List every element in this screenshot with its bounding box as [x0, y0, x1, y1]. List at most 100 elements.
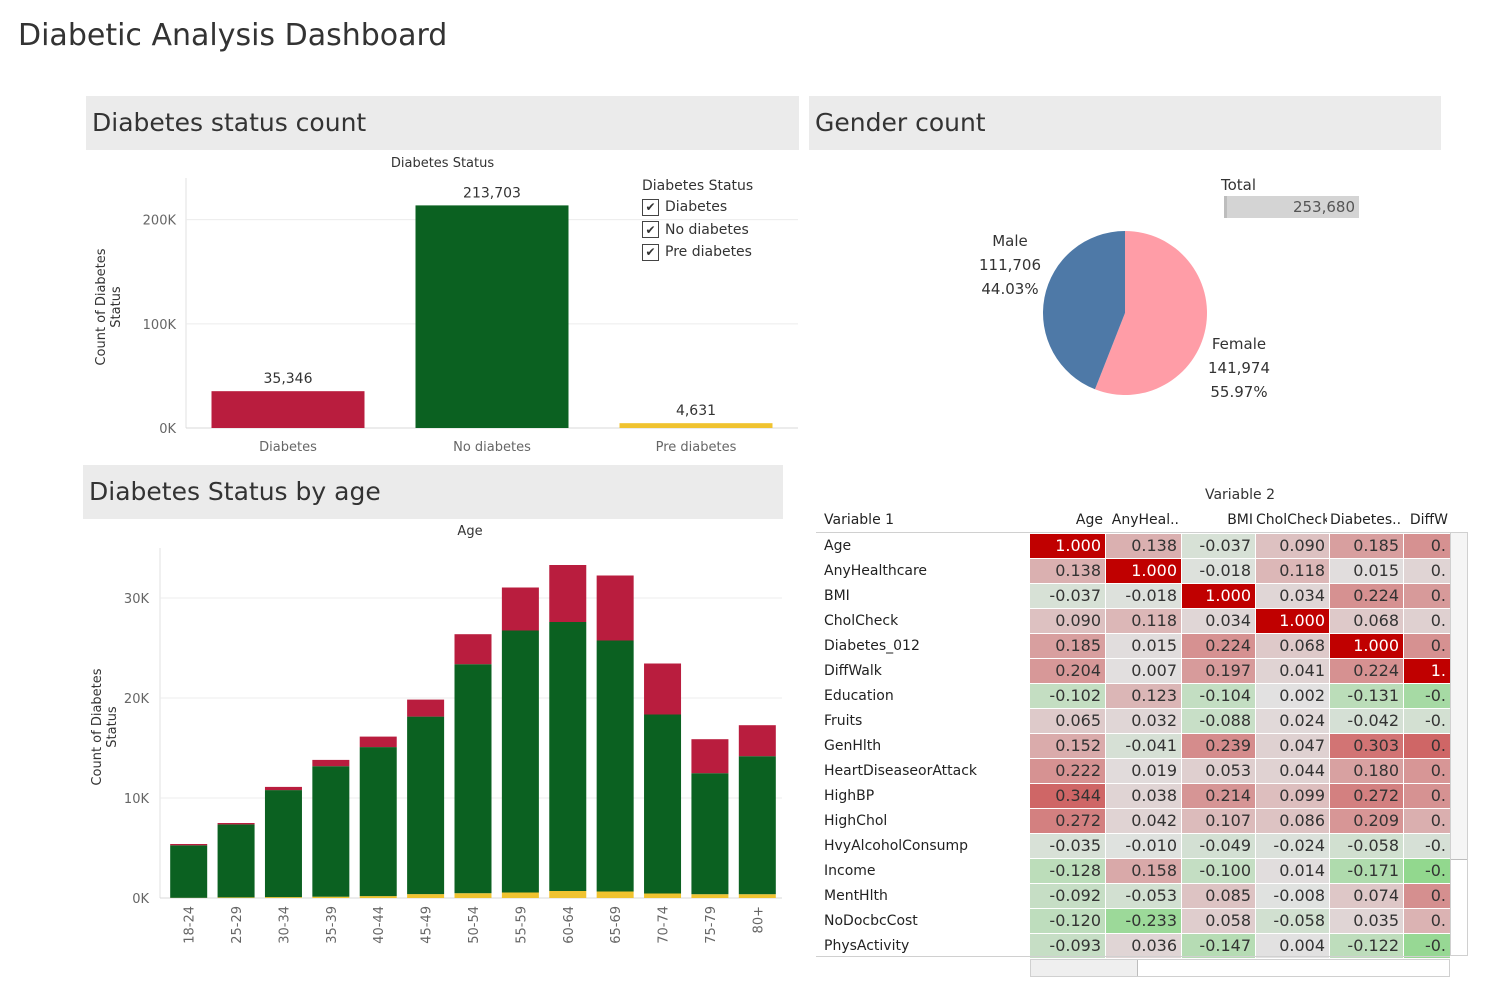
corr-cell[interactable]: -0.: [1404, 934, 1450, 958]
corr-cell[interactable]: -0.: [1404, 684, 1450, 708]
corr-cell[interactable]: -0.147: [1182, 934, 1255, 958]
corr-cell[interactable]: -0.102: [1030, 684, 1105, 708]
corr-cell[interactable]: 0.209: [1330, 809, 1403, 833]
corr-cell[interactable]: -0.120: [1030, 909, 1105, 933]
corr-cell[interactable]: 0.074: [1330, 884, 1403, 908]
legend-item-pre-diabetes[interactable]: ✔ Pre diabetes: [642, 241, 753, 264]
corr-cell[interactable]: -0.035: [1030, 834, 1105, 858]
corr-cell[interactable]: -0.171: [1330, 859, 1403, 883]
corr-cell[interactable]: -0.008: [1256, 884, 1329, 908]
corr-cell[interactable]: 0.: [1404, 734, 1450, 758]
legend-item-diabetes[interactable]: ✔ Diabetes: [642, 196, 753, 219]
corr-cell[interactable]: 0.002: [1256, 684, 1329, 708]
corr-cell[interactable]: 0.138: [1030, 559, 1105, 583]
corr-cell[interactable]: 0.: [1404, 884, 1450, 908]
checkbox-checked-icon[interactable]: ✔: [642, 221, 659, 239]
corr-col-header[interactable]: BMI: [1227, 512, 1253, 528]
corr-col-header[interactable]: Age: [1075, 512, 1103, 528]
corr-col-header[interactable]: DiffW: [1409, 512, 1448, 528]
corr-cell[interactable]: 0.: [1404, 634, 1450, 658]
corr-cell[interactable]: 0.090: [1030, 609, 1105, 633]
corr-cell[interactable]: -0.131: [1330, 684, 1403, 708]
corr-cell[interactable]: 0.035: [1330, 909, 1403, 933]
horizontal-scrollbar[interactable]: [1030, 959, 1450, 977]
corr-cell[interactable]: 1.000: [1330, 634, 1403, 658]
corr-cell[interactable]: 0.224: [1330, 584, 1403, 608]
corr-cell[interactable]: 0.239: [1182, 734, 1255, 758]
corr-cell[interactable]: 0.019: [1106, 759, 1181, 783]
corr-cell[interactable]: -0.128: [1030, 859, 1105, 883]
corr-cell[interactable]: 0.014: [1256, 859, 1329, 883]
corr-cell[interactable]: 1.000: [1030, 534, 1105, 558]
corr-cell[interactable]: -0.088: [1182, 709, 1255, 733]
corr-cell[interactable]: 0.085: [1182, 884, 1255, 908]
corr-cell[interactable]: 0.032: [1106, 709, 1181, 733]
corr-cell[interactable]: 0.: [1404, 759, 1450, 783]
corr-cell[interactable]: 0.034: [1182, 609, 1255, 633]
corr-cell[interactable]: 0.214: [1182, 784, 1255, 808]
corr-col-header[interactable]: Diabetes..: [1330, 512, 1401, 528]
corr-cell[interactable]: 0.: [1404, 809, 1450, 833]
corr-cell[interactable]: 0.004: [1256, 934, 1329, 958]
corr-cell[interactable]: -0.: [1404, 859, 1450, 883]
corr-cell[interactable]: 0.197: [1182, 659, 1255, 683]
corr-cell[interactable]: 0.224: [1182, 634, 1255, 658]
corr-cell[interactable]: 0.068: [1330, 609, 1403, 633]
vertical-scrollbar[interactable]: [1450, 532, 1468, 956]
corr-cell[interactable]: -0.042: [1330, 709, 1403, 733]
legend-item-no-diabetes[interactable]: ✔ No diabetes: [642, 219, 753, 242]
corr-cell[interactable]: 0.015: [1330, 559, 1403, 583]
corr-cell[interactable]: 0.185: [1330, 534, 1403, 558]
corr-cell[interactable]: -0.092: [1030, 884, 1105, 908]
corr-cell[interactable]: 0.058: [1182, 909, 1255, 933]
corr-cell[interactable]: 0.007: [1106, 659, 1181, 683]
corr-cell[interactable]: 0.: [1404, 534, 1450, 558]
corr-cell[interactable]: -0.053: [1106, 884, 1181, 908]
corr-cell[interactable]: 0.: [1404, 584, 1450, 608]
corr-cell[interactable]: 0.152: [1030, 734, 1105, 758]
corr-cell[interactable]: -0.049: [1182, 834, 1255, 858]
corr-cell[interactable]: 0.344: [1030, 784, 1105, 808]
corr-cell[interactable]: 0.053: [1182, 759, 1255, 783]
corr-cell[interactable]: 0.180: [1330, 759, 1403, 783]
corr-cell[interactable]: 0.042: [1106, 809, 1181, 833]
corr-cell[interactable]: -0.037: [1030, 584, 1105, 608]
corr-cell[interactable]: -0.018: [1182, 559, 1255, 583]
corr-cell[interactable]: 0.086: [1256, 809, 1329, 833]
corr-cell[interactable]: 0.065: [1030, 709, 1105, 733]
corr-cell[interactable]: 0.: [1404, 909, 1450, 933]
corr-col-header[interactable]: AnyHeal..: [1111, 512, 1179, 528]
corr-cell[interactable]: -0.122: [1330, 934, 1403, 958]
corr-cell[interactable]: 0.224: [1330, 659, 1403, 683]
corr-cell[interactable]: -0.018: [1106, 584, 1181, 608]
corr-cell[interactable]: 0.099: [1256, 784, 1329, 808]
corr-cell[interactable]: 1.000: [1106, 559, 1181, 583]
corr-cell[interactable]: 0.303: [1330, 734, 1403, 758]
corr-cell[interactable]: 0.090: [1256, 534, 1329, 558]
vertical-scroll-thumb[interactable]: [1451, 533, 1467, 860]
corr-cell[interactable]: 0.038: [1106, 784, 1181, 808]
corr-cell[interactable]: 0.272: [1030, 809, 1105, 833]
corr-cell[interactable]: -0.024: [1256, 834, 1329, 858]
corr-cell[interactable]: 0.015: [1106, 634, 1181, 658]
corr-cell[interactable]: 0.: [1404, 559, 1450, 583]
corr-cell[interactable]: 0.138: [1106, 534, 1181, 558]
corr-cell[interactable]: 0.047: [1256, 734, 1329, 758]
corr-cell[interactable]: 0.158: [1106, 859, 1181, 883]
corr-cell[interactable]: 0.044: [1256, 759, 1329, 783]
corr-col-header[interactable]: CholCheck: [1256, 512, 1327, 528]
corr-cell[interactable]: 1.: [1404, 659, 1450, 683]
corr-cell[interactable]: -0.093: [1030, 934, 1105, 958]
corr-cell[interactable]: -0.058: [1330, 834, 1403, 858]
corr-cell[interactable]: 0.118: [1106, 609, 1181, 633]
corr-cell[interactable]: 1.000: [1256, 609, 1329, 633]
corr-cell[interactable]: 0.024: [1256, 709, 1329, 733]
corr-cell[interactable]: -0.104: [1182, 684, 1255, 708]
corr-cell[interactable]: 0.222: [1030, 759, 1105, 783]
corr-cell[interactable]: 0.272: [1330, 784, 1403, 808]
corr-cell[interactable]: 0.123: [1106, 684, 1181, 708]
corr-cell[interactable]: -0.233: [1106, 909, 1181, 933]
corr-cell[interactable]: -0.041: [1106, 734, 1181, 758]
corr-cell[interactable]: 0.107: [1182, 809, 1255, 833]
corr-cell[interactable]: 0.: [1404, 784, 1450, 808]
